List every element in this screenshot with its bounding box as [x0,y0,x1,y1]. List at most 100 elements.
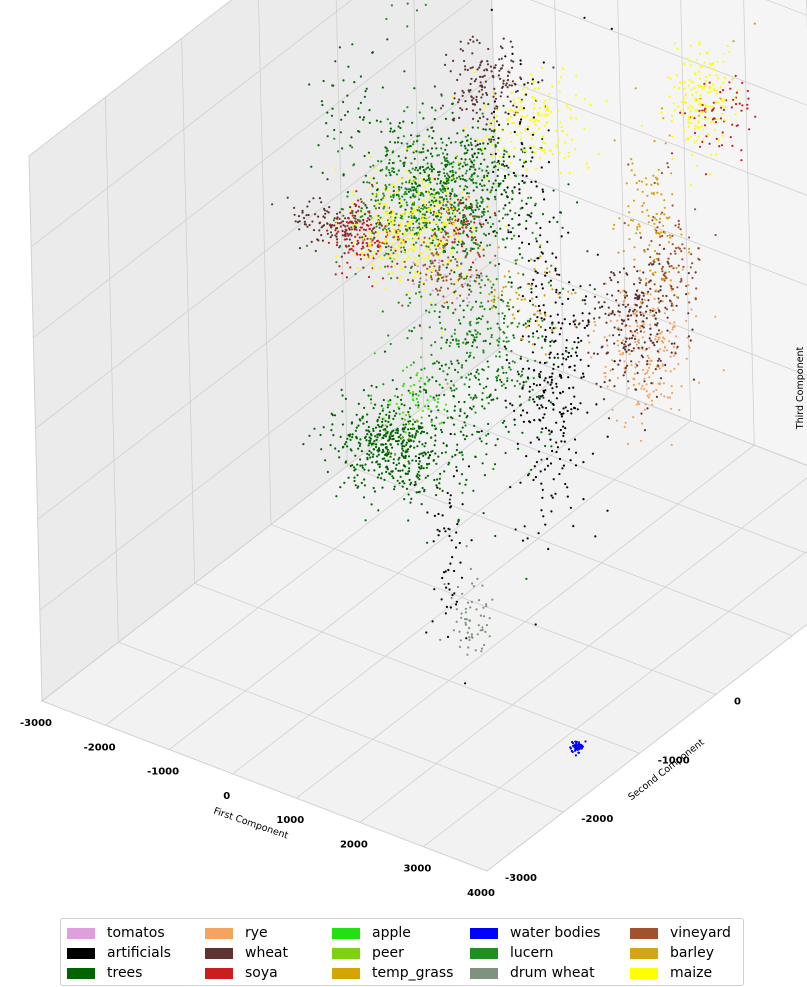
data-point [466,134,470,137]
data-point [418,111,421,114]
data-point [557,292,560,296]
data-point [484,234,487,237]
data-point [532,332,535,335]
data-point [628,211,631,214]
data-point [438,315,441,319]
data-point [551,153,555,156]
data-point [331,234,334,237]
data-point [389,213,392,217]
data-point [482,128,485,131]
data-point [351,190,354,193]
data-point [404,190,407,194]
data-point [710,67,713,70]
data-point [436,217,439,220]
data-point [413,178,416,181]
data-point [691,106,694,109]
data-point [410,220,414,223]
data-point [656,359,660,362]
data-point [528,385,532,388]
data-point [412,440,415,443]
data-point [460,473,464,476]
data-point [391,446,394,449]
data-point [478,276,481,279]
data-point [513,234,516,237]
data-point [435,360,438,363]
data-point [605,100,608,103]
data-point [383,194,386,197]
data-point [663,279,666,282]
data-point [551,496,554,499]
data-point [746,103,749,106]
data-point [712,120,715,124]
data-point [670,287,673,290]
data-point [462,300,465,303]
data-point [497,168,500,171]
data-point [539,234,542,237]
data-point [403,163,406,166]
data-point [721,131,724,134]
data-point [423,490,426,493]
data-point [337,230,340,233]
data-point [464,100,467,103]
data-point [642,202,646,205]
data-point [435,494,438,497]
data-point [570,402,573,406]
data-point [535,285,538,288]
data-point [682,81,685,85]
data-point [359,75,362,78]
data-point [335,222,338,225]
data-point [422,143,425,146]
data-point [667,257,670,260]
data-point [401,437,404,440]
data-point [425,631,428,634]
data-point [460,576,464,579]
data-point [388,162,391,165]
data-point [459,561,462,564]
data-point [412,361,415,364]
data-point [482,223,485,226]
data-point [406,2,409,5]
data-point [401,447,404,450]
data-point [413,275,416,278]
data-point [441,386,444,389]
data-point [673,250,676,253]
data-point [347,251,350,254]
data-point [459,40,462,43]
data-point [606,351,609,354]
data-point [321,239,324,242]
data-point [679,228,682,231]
data-point [393,485,396,488]
data-point [447,137,450,140]
data-point [650,339,653,342]
data-point [533,343,536,346]
data-point [343,443,347,446]
data-point [676,105,680,108]
data-point [469,280,472,283]
data-point [517,96,520,100]
data-point [381,420,384,423]
data-point [551,387,554,390]
data-point [386,206,389,209]
data-point [524,322,527,325]
data-point [487,278,490,281]
data-point [405,257,409,260]
data-point [357,424,360,427]
data-point [381,409,384,412]
data-point [442,251,445,254]
data-point [720,144,724,147]
data-point [403,260,406,263]
data-point [657,338,660,341]
data-point [409,385,412,388]
data-point [690,115,693,118]
data-point [587,320,590,324]
data-point [635,232,638,235]
data-point [658,357,661,360]
data-point [668,234,671,237]
data-point [448,534,451,538]
data-point [465,273,468,276]
data-point [402,456,405,459]
data-point [470,231,473,234]
data-point [394,264,397,267]
data-point [396,141,400,144]
data-point [706,117,710,120]
